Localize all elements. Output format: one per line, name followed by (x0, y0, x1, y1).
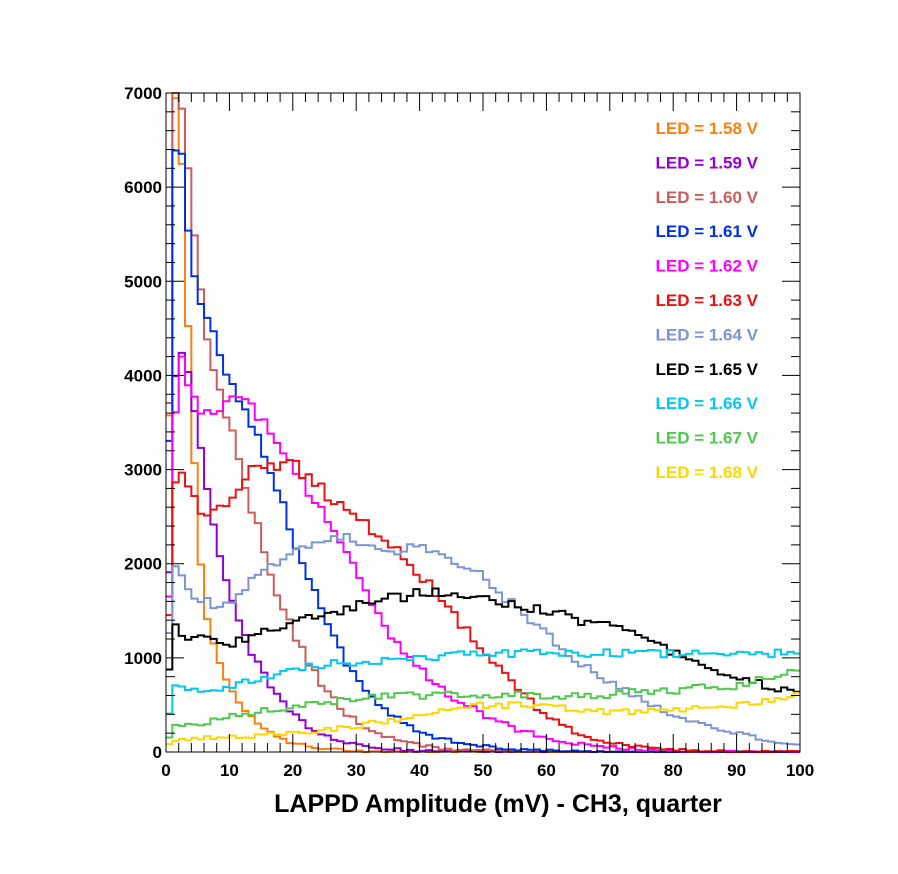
x-tick-label: 40 (410, 761, 429, 780)
y-tick-label: 2000 (124, 555, 162, 574)
x-tick-label: 60 (537, 761, 556, 780)
y-tick-labels: 0 1000 2000 3000 4000 5000 6000 7000 (124, 84, 162, 762)
legend-entry: LED = 1.63 V (655, 291, 758, 310)
legend-entry: LED = 1.66 V (655, 394, 758, 413)
y-tick-label: 6000 (124, 178, 162, 197)
histogram-series-167 (166, 668, 800, 739)
x-tick-label: 90 (727, 761, 746, 780)
legend-entry: LED = 1.59 V (655, 153, 758, 172)
legend-entry: LED = 1.65 V (655, 360, 758, 379)
x-tick-label: 100 (786, 761, 814, 780)
x-tick-label: 10 (220, 761, 239, 780)
legend-entry: LED = 1.58 V (655, 119, 758, 138)
x-tick-label: 70 (600, 761, 619, 780)
y-tick-label: 5000 (124, 272, 162, 291)
histogram-series-166 (166, 648, 800, 715)
x-axis-title: LAPPD Amplitude (mV) - CH3, quarter (274, 790, 722, 818)
legend-entry: LED = 1.67 V (655, 429, 758, 448)
legend-entry: LED = 1.62 V (655, 257, 758, 276)
y-tick-label: 4000 (124, 366, 162, 385)
legend-entry: LED = 1.64 V (655, 325, 758, 344)
x-tick-labels: 0 10 20 30 40 50 60 70 80 90 100 (161, 761, 814, 780)
y-tick-label: 7000 (124, 84, 162, 103)
y-tick-label: 1000 (124, 649, 162, 668)
histogram-series-163 (166, 458, 800, 753)
histogram-series-168 (166, 691, 800, 746)
x-tick-label: 0 (161, 761, 170, 780)
legend: LED = 1.58 V LED = 1.59 V LED = 1.60 V LED … (655, 119, 758, 482)
legend-entry: LED = 1.61 V (655, 222, 758, 241)
y-tick-label: 0 (153, 743, 162, 762)
legend-entry: LED = 1.68 V (655, 463, 758, 482)
x-tick-label: 30 (347, 761, 366, 780)
ticks-layer (165, 92, 801, 753)
x-tick-label: 50 (474, 761, 493, 780)
x-tick-label: 20 (283, 761, 302, 780)
series-layer (166, 92, 800, 753)
histogram-series-164 (166, 533, 800, 746)
legend-entry: LED = 1.60 V (655, 188, 758, 207)
x-tick-label: 80 (664, 761, 683, 780)
y-tick-label: 3000 (124, 461, 162, 480)
histogram-series-165 (166, 587, 800, 693)
